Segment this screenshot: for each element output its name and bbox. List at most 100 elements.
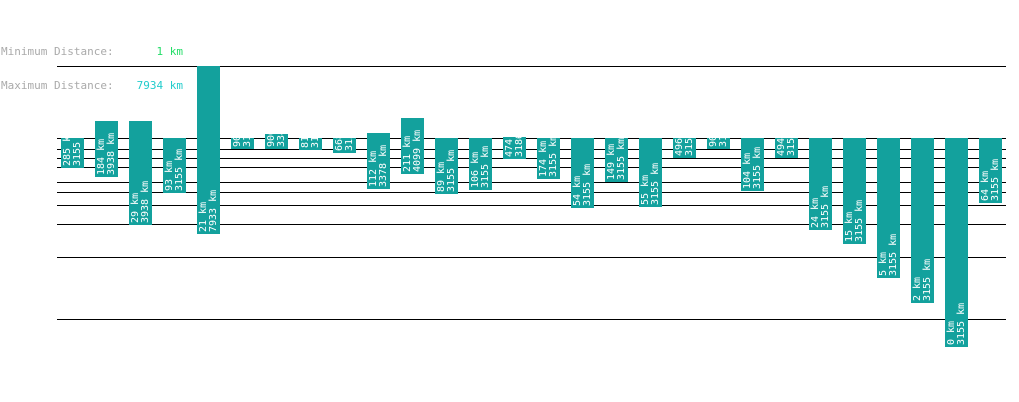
bar-min-label: 174 km [538, 141, 549, 177]
bar-26: 2 km 3155 km [911, 138, 934, 303]
min-distance-row: Minimum Distance: 1 km [1, 46, 183, 58]
bar-max-label: 3938 km [106, 133, 117, 175]
bar-rect [571, 138, 594, 208]
bar-rect [401, 118, 424, 174]
bar-min-label: 29 km [130, 193, 141, 223]
bar-rect [129, 121, 152, 225]
bar-max-label: 3155 km [310, 106, 321, 148]
bar-rect [639, 138, 662, 207]
bar-17: 149 km 3155 km [605, 138, 628, 182]
bar-3: 29 km 3938 km [129, 121, 152, 225]
bar-1: 285 km 3155 km [61, 124, 84, 168]
bar-9: 668 km 3155 km [333, 109, 356, 153]
bar-rect [469, 138, 492, 190]
bar-rect [605, 138, 628, 182]
bar-6: 900 km 3155 km [231, 105, 254, 149]
bar-max-label: 3155 km [72, 124, 83, 166]
bar-min-label: 900 km [266, 111, 277, 147]
min-distance-value: 1 km [156, 45, 184, 58]
bar-max-label: 3155 km [548, 135, 559, 177]
bar-max-label: 3155 km [174, 149, 185, 191]
bar-rect [95, 121, 118, 177]
bar-max-label: 3155 km [820, 186, 831, 228]
bar-max-label: 3155 km [990, 159, 1001, 201]
bar-23: 24 km 3155 km [809, 138, 832, 230]
bar-min-label: 184 km [96, 139, 107, 175]
bar-max-label: 3155 km [922, 259, 933, 301]
bar-min-label: 668 km [334, 115, 345, 151]
bar-max-label: 3378 km [378, 145, 389, 187]
bar-rect [231, 138, 254, 149]
bar-7: 900 km 3340 km [265, 105, 288, 149]
bar-min-label: 106 km [470, 152, 481, 188]
bar-min-label: 55 km [640, 175, 651, 205]
distance-stats: Minimum Distance: 1 km Maximum Distance: 7… [1, 24, 183, 103]
bar-11: 211 km 4099 km [401, 118, 424, 174]
bar-min-label: 21 km [198, 202, 209, 232]
bar-max-label: 3155 km [242, 105, 253, 147]
bar-rect [809, 138, 832, 230]
bar-rect [367, 133, 390, 189]
bar-rect [435, 138, 458, 194]
bar-min-label: 0 km [946, 321, 957, 345]
bar-min-label: 15 km [844, 212, 855, 242]
bar-rect [877, 138, 900, 278]
bar-min-label: 64 km [980, 171, 991, 201]
bar-max-label: 3155 km [888, 234, 899, 276]
bar-12: 89 km 3155 km [435, 138, 458, 194]
bar-rect [503, 137, 526, 159]
bar-rect [163, 138, 186, 193]
bar-15: 174 km 3155 km [537, 135, 560, 179]
bar-rect [265, 134, 288, 149]
bar-max-label: 3155 km [344, 109, 355, 151]
bar-rect [197, 66, 220, 234]
bar-min-label: 211 km [402, 136, 413, 172]
bar-rect [911, 138, 934, 303]
bar-8: 815 km 3155 km [299, 106, 322, 150]
bar-25: 5 km 3155 km [877, 138, 900, 278]
bar-rect [775, 138, 798, 158]
bar-min-label: 93 km [164, 161, 175, 191]
bar-24: 15 km 3155 km [843, 138, 866, 244]
bar-rect [673, 138, 696, 158]
bar-16: 54 km 3155 km [571, 138, 594, 208]
bar-min-label: 112 km [368, 151, 379, 187]
bar-21: 104 km 3155 km [741, 138, 764, 191]
bar-min-label: 285 km [62, 130, 73, 166]
max-distance-row: Maximum Distance: 7934 km [1, 80, 183, 92]
bar-max-label: 3155 km [616, 138, 627, 180]
min-distance-label: Minimum Distance: [1, 45, 114, 58]
bar-max-label: 3155 km [582, 164, 593, 206]
bar-max-label: 3155 km [650, 163, 661, 205]
bar-rect [707, 138, 730, 149]
bar-min-label: 815 km [300, 112, 311, 148]
bar-min-label: 900 km [708, 111, 719, 147]
bar-max-label: 3155 km [786, 114, 797, 156]
bar-min-label: 496 km [674, 120, 685, 156]
bar-min-label: 149 km [606, 144, 617, 180]
bar-22: 494 km 3155 km [775, 114, 798, 158]
bar-rect [843, 138, 866, 244]
bar-27: 0 km 3155 km [945, 138, 968, 347]
bar-max-label: 3155 km [854, 200, 865, 242]
bar-min-label: 2 km [912, 277, 923, 301]
bar-rect [299, 138, 322, 150]
bar-rect [979, 138, 1002, 203]
bar-min-label: 5 km [878, 252, 889, 276]
bar-rect [945, 138, 968, 347]
bar-max-label: 3155 km [718, 105, 729, 147]
bar-10: 112 km 3378 km [367, 133, 390, 189]
bar-max-label: 3340 km [276, 105, 287, 147]
bar-min-label: 900 km [232, 111, 243, 147]
bar-min-label: 24 km [810, 198, 821, 228]
bar-max-label: 3155 km [752, 147, 763, 189]
bar-rect [741, 138, 764, 191]
bar-max-label: 3155 km [446, 150, 457, 192]
bar-min-label: 54 km [572, 176, 583, 206]
bar-2: 184 km 3938 km [95, 121, 118, 177]
bar-min-label: 494 km [776, 120, 787, 156]
bar-max-label: 3155 km [480, 146, 491, 188]
max-distance-label: Maximum Distance: [1, 79, 114, 92]
bar-max-label: 3938 km [140, 181, 151, 223]
